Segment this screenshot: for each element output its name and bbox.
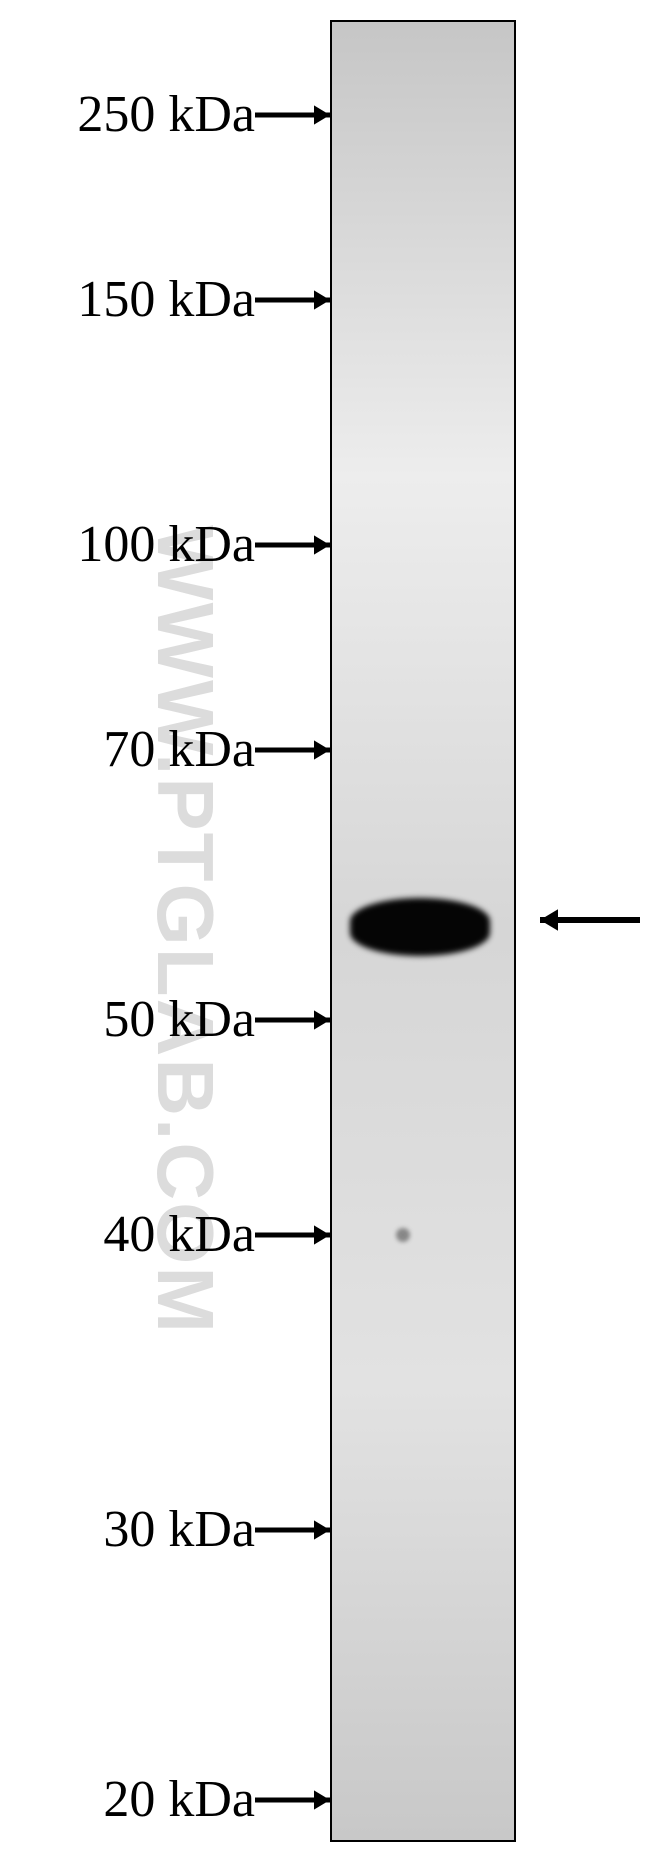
marker-arrow-icon-7 xyxy=(239,1776,346,1824)
result-arrow-icon xyxy=(522,893,650,947)
marker-arrow-icon-2 xyxy=(239,521,346,569)
marker-arrow-icon-3 xyxy=(239,726,346,774)
marker-arrow-icon-0 xyxy=(239,91,346,139)
marker-label-7: 20 kDa xyxy=(103,1770,255,1829)
marker-label-5: 40 kDa xyxy=(103,1205,255,1264)
blot-container: WWW.PTGLAB.COM 250 kDa 150 kDa 100 kDa 7… xyxy=(0,0,650,1855)
marker-arrow-icon-5 xyxy=(239,1211,346,1259)
marker-label-1: 150 kDa xyxy=(77,270,255,329)
marker-arrow-icon-4 xyxy=(239,996,346,1044)
marker-label-4: 50 kDa xyxy=(103,990,255,1049)
marker-arrow-icon-6 xyxy=(239,1506,346,1554)
marker-label-2: 100 kDa xyxy=(77,515,255,574)
marker-label-3: 70 kDa xyxy=(103,720,255,779)
faint-spot xyxy=(396,1228,410,1242)
marker-label-6: 30 kDa xyxy=(103,1500,255,1559)
protein-band xyxy=(350,898,490,956)
marker-arrow-icon-1 xyxy=(239,276,346,324)
marker-label-0: 250 kDa xyxy=(77,85,255,144)
